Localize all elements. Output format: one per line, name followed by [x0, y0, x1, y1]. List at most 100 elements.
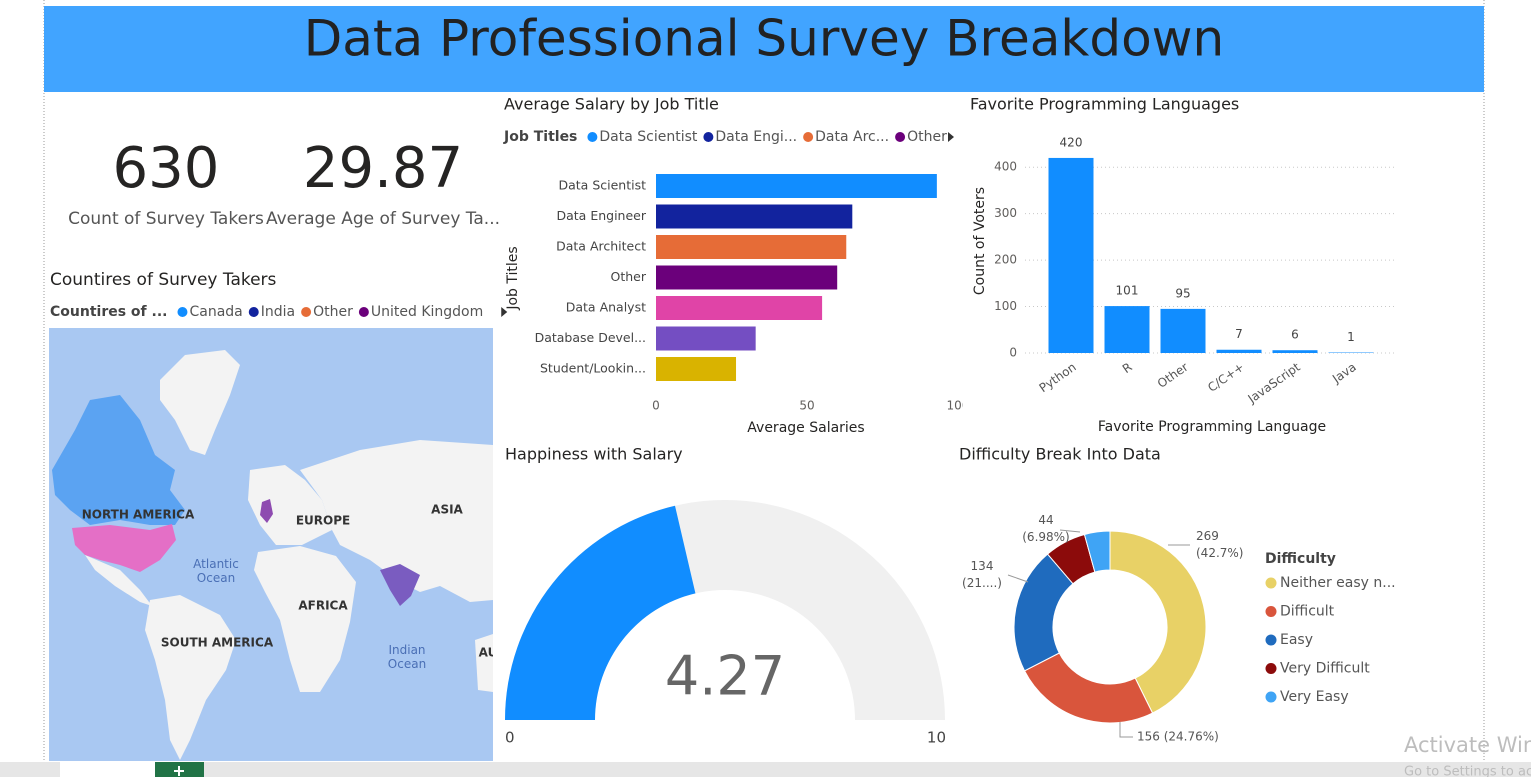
bar — [656, 326, 756, 351]
legend-label: Easy — [1280, 632, 1313, 648]
map-label: EUROPE — [296, 514, 350, 528]
x-axis-title: Favorite Programming Language — [1098, 419, 1326, 435]
data-label: 269 (42.7%) — [1196, 529, 1243, 560]
pie-slice — [1083, 530, 1111, 573]
legend-label: Canada — [189, 304, 242, 320]
country-canada — [52, 395, 185, 525]
bar — [656, 357, 737, 381]
country-us — [72, 524, 176, 572]
gauge-value-label: 4.27 — [665, 645, 785, 708]
bar — [1160, 308, 1206, 353]
legend-arrow — [948, 132, 954, 142]
legend-marker — [177, 307, 188, 317]
y-tick-label: Data Engineer — [557, 208, 647, 223]
chart-title: Favorite Programming Languages — [970, 95, 1239, 114]
bar — [1272, 350, 1318, 353]
map-label: ASIA — [431, 503, 463, 517]
land — [160, 350, 240, 455]
data-label: 134 (21....) — [962, 559, 1002, 590]
map-label: AFRICA — [298, 599, 348, 613]
legend-marker — [1265, 606, 1277, 617]
y-tick-label: 300 — [994, 206, 1017, 220]
header-title: Data Professional Survey Breakdown — [304, 10, 1225, 68]
pie-slice — [1023, 652, 1154, 724]
plus-icon — [174, 766, 184, 776]
pie-slice — [1109, 530, 1207, 714]
legend-label: Data Engi... — [715, 129, 797, 145]
legend-label: United Kingdom — [371, 304, 483, 320]
legend-marker — [703, 132, 714, 142]
country-india — [380, 564, 420, 606]
chart-title: Average Salary by Job Title — [504, 95, 719, 114]
y-tick-label: Student/Lookin... — [540, 361, 646, 376]
plot: 0 50 100 — [652, 174, 970, 413]
legend-label: Very Difficult — [1280, 661, 1370, 677]
data-label: 420 — [1060, 135, 1083, 149]
map-title: Countires of Survey Takers — [50, 270, 277, 290]
legend-label: Other — [907, 129, 947, 145]
bar — [656, 204, 853, 229]
land — [145, 595, 236, 760]
kpi-label: Average Age of Survey Ta... — [266, 209, 500, 229]
leader-line — [1119, 722, 1133, 738]
y-tick-label: 0 — [1009, 346, 1017, 360]
watermark: Activate Windows Go to Settings to activ… — [1404, 733, 1531, 777]
x-tick-label: R — [1120, 360, 1135, 376]
legend-label: Very Easy — [1280, 689, 1349, 705]
data-label: 6 — [1291, 328, 1299, 342]
y-tick-label: Other — [611, 269, 647, 284]
x-tick-label: JavaScript — [1245, 360, 1303, 407]
legend-marker — [1265, 634, 1277, 646]
legend-marker — [895, 132, 906, 142]
land — [85, 555, 152, 606]
kpi-label: Count of Survey Takers — [68, 209, 264, 229]
legend-marker — [803, 132, 814, 142]
map-label: SOUTH AMERICA — [161, 636, 274, 650]
watermark-title: Activate Windows — [1404, 733, 1531, 757]
y-tick-label: 400 — [994, 160, 1017, 174]
gauge-max-label: 10 — [927, 729, 946, 747]
land — [300, 440, 493, 602]
legend-marker — [1265, 663, 1277, 674]
sheet-tab[interactable] — [60, 762, 155, 777]
legend-label: Difficult — [1280, 604, 1335, 620]
legend-marker — [1265, 577, 1277, 589]
leader-line — [1007, 574, 1029, 583]
y-tick-label: 200 — [994, 253, 1017, 267]
bar — [656, 265, 838, 290]
legend-title: Job Titles — [503, 129, 577, 145]
bar — [656, 235, 847, 259]
bar — [1104, 306, 1150, 353]
map-label: Indian Ocean — [388, 643, 426, 671]
kpi-value: 630 — [113, 136, 220, 201]
legend-marker — [358, 307, 369, 317]
map-label: NORTH AMERICA — [82, 508, 195, 522]
legend-label: Other — [313, 304, 353, 320]
legend-title: Countires of ... — [50, 304, 167, 320]
land — [248, 465, 332, 545]
kpi-value: 29.87 — [303, 136, 463, 201]
legend-label: Data Scientist — [599, 129, 698, 145]
data-label: 156 (24.76%) — [1137, 730, 1219, 744]
land — [254, 546, 356, 692]
data-label: 44 (6.98%) — [1022, 513, 1069, 544]
sheet-bar — [0, 762, 1531, 777]
legend-label: Neither easy n... — [1280, 575, 1396, 591]
header-bar — [44, 6, 1484, 92]
legend-marker — [301, 307, 312, 317]
watermark-subtitle: Go to Settings to activate Windows. — [1404, 765, 1531, 777]
x-tick-label: 100 — [947, 399, 970, 413]
data-label: 1 — [1347, 330, 1355, 344]
bar — [656, 174, 937, 198]
data-label: 95 — [1175, 286, 1190, 300]
map: NORTH AMERICA EUROPE ASIA Atlantic Ocean AFRI… — [49, 328, 493, 761]
legend-marker — [1265, 691, 1277, 703]
legend-arrow — [501, 307, 508, 317]
legend-marker — [587, 132, 598, 142]
y-axis-title: Count of Voters — [972, 187, 988, 295]
bar — [1048, 157, 1094, 353]
gauge-min-label: 0 — [505, 729, 515, 747]
leader-line — [1059, 529, 1081, 533]
x-axis-title: Average Salaries — [747, 420, 864, 436]
